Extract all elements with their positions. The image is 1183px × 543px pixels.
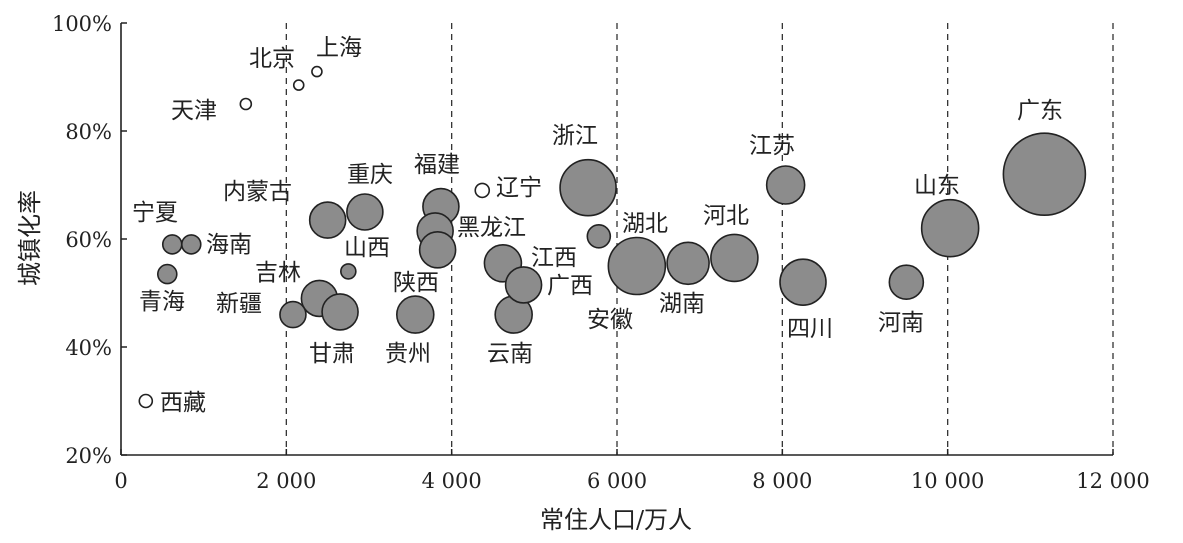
point-label: 北京 bbox=[249, 46, 295, 72]
point-label: 内蒙古 bbox=[223, 179, 292, 205]
point-上海 bbox=[311, 65, 323, 78]
point-label: 浙江 bbox=[552, 123, 598, 149]
point-四川 bbox=[779, 258, 827, 307]
point-label: 江西 bbox=[531, 245, 577, 271]
point-label: 山西 bbox=[344, 235, 390, 261]
point-浙江 bbox=[559, 158, 617, 217]
point-河北 bbox=[710, 233, 759, 283]
point-label: 河北 bbox=[703, 203, 749, 229]
point-label: 陕西 bbox=[393, 270, 439, 296]
point-label: 贵州 bbox=[385, 341, 431, 367]
point-新疆 bbox=[279, 300, 307, 329]
point-青海 bbox=[156, 263, 178, 285]
point-label: 黑龙江 bbox=[457, 215, 526, 241]
point-label: 宁夏 bbox=[132, 200, 178, 226]
point-label: 上海 bbox=[316, 35, 362, 61]
x-axis-title: 常住人口/万人 bbox=[540, 506, 692, 534]
point-湖南 bbox=[666, 241, 710, 286]
y-tick-label: 80% bbox=[65, 120, 112, 144]
point-山西 bbox=[340, 263, 357, 280]
point-label: 福建 bbox=[414, 152, 460, 178]
y-tick-label: 40% bbox=[65, 336, 112, 360]
point-label: 云南 bbox=[487, 341, 533, 367]
x-tick-label: 10 000 bbox=[911, 469, 984, 493]
point-label: 安徽 bbox=[587, 307, 633, 333]
point-湖北 bbox=[586, 224, 612, 249]
point-label: 西藏 bbox=[160, 390, 206, 416]
point-山东 bbox=[920, 198, 980, 258]
point-label: 甘肃 bbox=[309, 341, 355, 367]
y-tick-label: 20% bbox=[65, 444, 112, 468]
point-陕西 bbox=[418, 231, 457, 269]
point-label: 青海 bbox=[139, 289, 185, 315]
point-label: 广东 bbox=[1017, 98, 1063, 124]
point-重庆 bbox=[346, 193, 384, 231]
y-tick-label: 60% bbox=[65, 228, 112, 252]
x-tick-label: 12 000 bbox=[1076, 469, 1149, 493]
point-label: 河南 bbox=[878, 310, 924, 336]
point-江苏 bbox=[765, 165, 806, 205]
point-label: 广西 bbox=[547, 273, 593, 299]
point-内蒙古 bbox=[308, 201, 347, 239]
y-axis-title: 城镇化率 bbox=[16, 190, 44, 286]
point-广西 bbox=[504, 266, 543, 304]
point-西藏 bbox=[138, 393, 154, 409]
point-label: 湖北 bbox=[622, 211, 668, 237]
x-tick-label: 6 000 bbox=[587, 469, 647, 493]
point-贵州 bbox=[395, 295, 435, 334]
point-天津 bbox=[239, 97, 253, 111]
x-tick-label: 4 000 bbox=[422, 469, 482, 493]
point-label: 新疆 bbox=[216, 291, 262, 317]
point-河南 bbox=[888, 264, 925, 301]
point-label: 四川 bbox=[787, 316, 833, 342]
point-label: 天津 bbox=[171, 98, 217, 124]
point-label: 吉林 bbox=[255, 260, 301, 286]
point-label: 江苏 bbox=[749, 133, 795, 159]
point-label: 海南 bbox=[206, 232, 252, 258]
point-label: 山东 bbox=[914, 173, 960, 199]
gridlines bbox=[285, 23, 1114, 455]
point-辽宁 bbox=[474, 182, 491, 199]
x-tick-label: 2 000 bbox=[256, 469, 316, 493]
data-points bbox=[138, 65, 1087, 409]
point-北京 bbox=[292, 79, 305, 91]
point-宁夏 bbox=[161, 234, 183, 255]
point-label: 湖南 bbox=[659, 291, 705, 317]
point-安徽 bbox=[607, 236, 667, 296]
point-海南 bbox=[180, 234, 202, 255]
x-tick-label: 8 000 bbox=[752, 469, 812, 493]
tick-labels: 20% 40% 60% 80% 100% 0 2 000 4 000 6 000 8 000 10 … bbox=[52, 12, 1150, 493]
point-甘肃 bbox=[321, 293, 359, 331]
point-label: 辽宁 bbox=[496, 175, 542, 201]
point-label: 重庆 bbox=[347, 162, 393, 188]
y-tick-label: 100% bbox=[52, 12, 112, 36]
point-广东 bbox=[1002, 132, 1087, 216]
x-tick-label: 0 bbox=[114, 469, 127, 493]
